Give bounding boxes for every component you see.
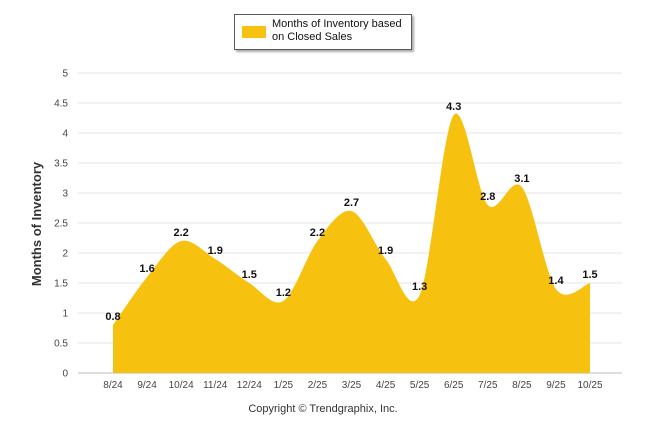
data-label: 1.9: [378, 245, 393, 257]
data-label: 2.8: [480, 191, 495, 203]
data-label: 2.2: [173, 227, 188, 239]
y-tick-label: 5: [62, 69, 68, 80]
y-tick-label: 4.5: [54, 99, 68, 110]
data-label: 1.9: [208, 245, 223, 257]
data-label: 1.2: [276, 287, 291, 299]
data-label: 1.5: [582, 269, 597, 281]
x-tick-label: 10/24: [169, 380, 194, 391]
data-label: 3.1: [514, 173, 529, 185]
x-tick-label: 7/25: [478, 380, 498, 391]
x-tick-label: 12/24: [237, 380, 262, 391]
x-tick-label: 8/25: [512, 380, 532, 391]
x-tick-label: 6/25: [444, 380, 464, 391]
x-tick-label: 2/25: [308, 380, 328, 391]
x-tick-label: 3/25: [342, 380, 362, 391]
data-label: 0.8: [105, 311, 120, 323]
y-tick-label: 3: [62, 189, 68, 200]
data-label: 2.7: [344, 197, 359, 209]
data-label: 1.5: [242, 269, 257, 281]
y-tick-label: 1: [62, 309, 68, 320]
x-tick-label: 9/24: [137, 380, 157, 391]
x-tick-label: 4/25: [376, 380, 396, 391]
y-tick-label: 0.5: [54, 339, 68, 350]
y-axis-label: Months of Inventory: [29, 161, 44, 286]
copyright-text: Copyright © Trendgraphix, Inc.: [248, 403, 398, 415]
y-tick-label: 4: [62, 129, 68, 140]
y-tick-label: 0: [62, 369, 68, 380]
x-tick-label: 1/25: [274, 380, 294, 391]
legend-label: Months of Inventory based on Closed Sale…: [272, 18, 402, 43]
data-label: 1.4: [548, 275, 564, 287]
y-axis-ticks: 0 0.5 1 1.5 2 2.5 3 3.5 4 4.5 5: [54, 69, 68, 380]
data-label: 2.2: [310, 227, 325, 239]
legend: Months of Inventory based on Closed Sale…: [234, 14, 412, 50]
y-tick-label: 3.5: [54, 159, 68, 170]
data-labels: 0.8 1.6 2.2 1.9 1.5 1.2 2.2 2.7 1.9 1.3 4.3 2.8 3.1 1…: [105, 101, 597, 323]
y-tick-label: 1.5: [54, 279, 68, 290]
x-tick-label: 9/25: [546, 380, 566, 391]
y-tick-label: 2.5: [54, 219, 68, 230]
data-label: 1.3: [412, 281, 427, 293]
x-tick-label: 11/24: [203, 380, 228, 391]
x-tick-label: 8/24: [103, 380, 123, 391]
data-label: 1.6: [139, 263, 154, 275]
x-tick-label: 10/25: [577, 380, 602, 391]
data-label: 4.3: [446, 101, 461, 113]
x-axis-ticks: 8/24 9/24 10/24 11/24 12/24 1/25 2/25 3/25 4/25 5…: [103, 380, 603, 391]
series-area: [113, 113, 590, 373]
y-tick-label: 2: [62, 249, 68, 260]
x-tick-label: 5/25: [410, 380, 430, 391]
legend-swatch: [242, 26, 266, 38]
